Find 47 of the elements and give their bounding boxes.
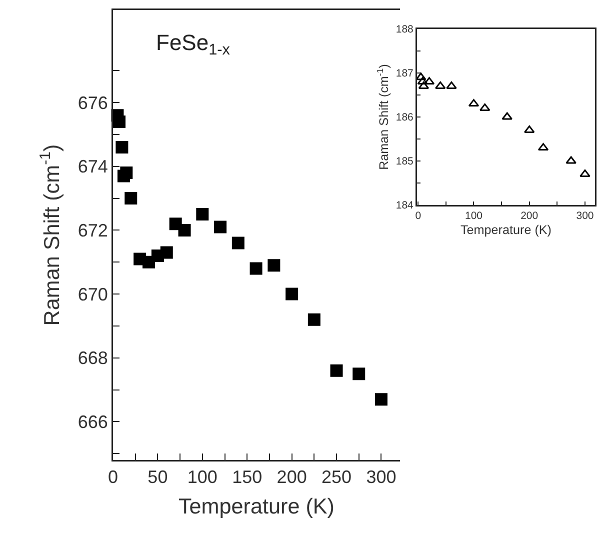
point	[580, 169, 590, 177]
point	[113, 115, 126, 128]
y-tick-label: 670	[78, 284, 108, 304]
point	[214, 220, 227, 234]
y-tick-label: 184	[396, 200, 414, 212]
point	[352, 368, 366, 380]
point	[232, 236, 244, 250]
x-tick-label: 300	[576, 210, 594, 222]
x-tick-label: 50	[148, 467, 168, 488]
point	[196, 208, 209, 221]
annotation: FeSe$_{1-x}$	[156, 30, 230, 59]
point	[120, 166, 133, 180]
x-tick-label: 150	[232, 467, 262, 488]
point	[308, 313, 320, 326]
y-tick-label: 674	[78, 156, 108, 177]
x-tick-label: 100	[187, 467, 218, 488]
point	[374, 393, 388, 406]
point	[416, 72, 426, 80]
x-axis-title: Temperature (K)	[178, 493, 335, 518]
x-tick-label: 300	[366, 467, 396, 488]
y-tick-label: 185	[396, 156, 414, 168]
point	[446, 81, 457, 89]
point	[124, 192, 138, 205]
x-tick-label: 250	[321, 467, 352, 488]
point	[116, 140, 128, 154]
x-tick-label: 0	[108, 467, 118, 488]
point	[250, 262, 262, 275]
point	[178, 224, 191, 236]
point	[286, 288, 298, 300]
point	[160, 246, 173, 259]
point	[330, 364, 343, 377]
y-tick-label: 666	[78, 412, 108, 432]
x-axis-title: Temperature (K)	[460, 223, 552, 238]
point	[566, 156, 576, 164]
y-tick-label: 187	[396, 68, 414, 80]
point	[417, 77, 428, 85]
x-tick-label: 100	[464, 210, 483, 222]
x-tick-label: 200	[276, 467, 307, 488]
point	[268, 259, 280, 272]
y-tick-label: 676	[78, 92, 108, 113]
x-tick-label: 0	[415, 210, 422, 222]
point	[502, 112, 512, 120]
x-tick-label: 200	[520, 210, 538, 222]
y-tick-label: 188	[396, 24, 414, 36]
y-tick-label: 672	[78, 220, 108, 241]
y-tick-label: 668	[78, 348, 108, 368]
y-tick-label: 186	[396, 112, 414, 124]
